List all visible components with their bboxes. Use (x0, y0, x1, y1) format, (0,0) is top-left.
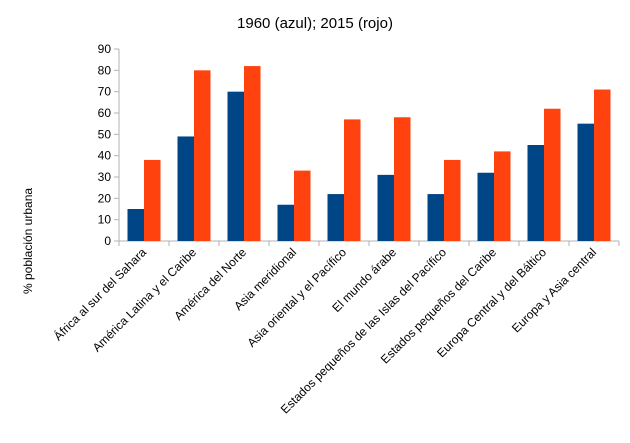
bar-series-1 (227, 91, 244, 242)
bar-series-1 (127, 209, 144, 241)
y-tick-label: 0 (104, 234, 111, 248)
y-tick-label: 40 (98, 149, 112, 163)
y-tick-label: 30 (98, 170, 112, 184)
category-label: Europa y Asia central (509, 245, 599, 335)
bar-series-1 (277, 204, 294, 241)
y-tick-label: 20 (98, 191, 112, 205)
bar-series-2 (144, 159, 161, 241)
bar-series-1 (327, 194, 344, 241)
bar-series-2 (444, 159, 461, 241)
bar-series-1 (427, 194, 444, 241)
bar-series-1 (477, 172, 494, 241)
bar-series-2 (244, 66, 261, 241)
chart-title: 1960 (azul); 2015 (rojo) (237, 15, 393, 32)
y-tick-label: 50 (98, 127, 112, 141)
category-label: América Latina y el Caribe (90, 245, 200, 355)
plot-area: 0 10 20 30 40 50 60 70 80 90 África al sur del Sah… (50, 42, 620, 416)
bar-series-2 (544, 108, 561, 241)
y-tick-label: 10 (98, 213, 112, 227)
y-tick-label: 60 (98, 106, 112, 120)
y-tick-label: 70 (98, 85, 112, 99)
bar-series-1 (577, 123, 594, 241)
bar-series-1 (377, 174, 394, 241)
bar-series-2 (494, 151, 511, 241)
y-tick-label: 80 (98, 63, 112, 77)
category-label: Asia oriental y el Pacífico (244, 245, 349, 350)
bar-series-2 (394, 117, 411, 241)
category-label: África al sur del Sahara (50, 244, 149, 343)
y-tick-label: 90 (98, 42, 112, 56)
bar-series-2 (294, 170, 311, 241)
y-axis-label: % población urbana (21, 188, 35, 294)
bar-series-1 (527, 145, 544, 241)
bar-series-2 (594, 89, 611, 242)
bar-series-2 (344, 119, 361, 241)
bar-series-1 (177, 136, 194, 241)
bar-series-2 (194, 70, 211, 241)
